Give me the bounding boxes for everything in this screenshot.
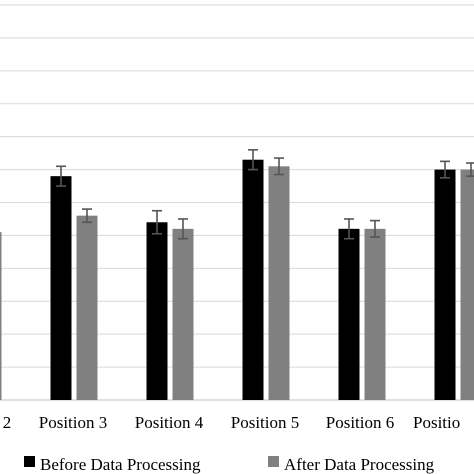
bar-after-6	[364, 228, 386, 400]
x-tick-label: Position 4	[135, 413, 204, 432]
bar-after-3	[76, 215, 98, 400]
bar-before-3	[50, 176, 72, 400]
x-tick-label: Position 6	[326, 413, 395, 432]
legend-label-after: After Data Processing	[284, 455, 435, 474]
legend: Before Data Processing After Data Proces…	[24, 455, 435, 474]
legend-swatch-before	[24, 456, 35, 467]
error-bar	[274, 157, 284, 176]
error-bar	[152, 209, 162, 235]
bar-after-5	[268, 166, 290, 400]
bars	[0, 159, 474, 400]
error-bar	[248, 149, 258, 171]
legend-swatch-after	[268, 456, 279, 467]
bar-before-6	[338, 228, 360, 400]
bar-after-4	[172, 228, 194, 400]
bar-before-4	[146, 222, 168, 400]
x-tick-label: n 2	[0, 413, 11, 432]
error-bar	[344, 218, 354, 240]
bar-after-7	[460, 169, 474, 400]
error-bar	[466, 162, 474, 177]
x-tick-label: Positio	[413, 413, 460, 432]
error-bar	[370, 219, 380, 238]
bar-before-7	[434, 169, 456, 400]
x-axis-labels: n 2 Position 3 Position 4 Position 5 Positio…	[0, 413, 460, 432]
bar-after-2	[0, 232, 2, 400]
legend-label-before: Before Data Processing	[40, 455, 201, 474]
error-bar	[178, 218, 188, 240]
x-tick-label: Position 3	[39, 413, 108, 432]
x-tick-label: Position 5	[231, 413, 300, 432]
error-bar	[440, 160, 450, 179]
error-bars	[56, 149, 474, 240]
error-bar	[82, 208, 92, 224]
error-bar	[56, 165, 66, 187]
bar-before-5	[242, 159, 264, 400]
